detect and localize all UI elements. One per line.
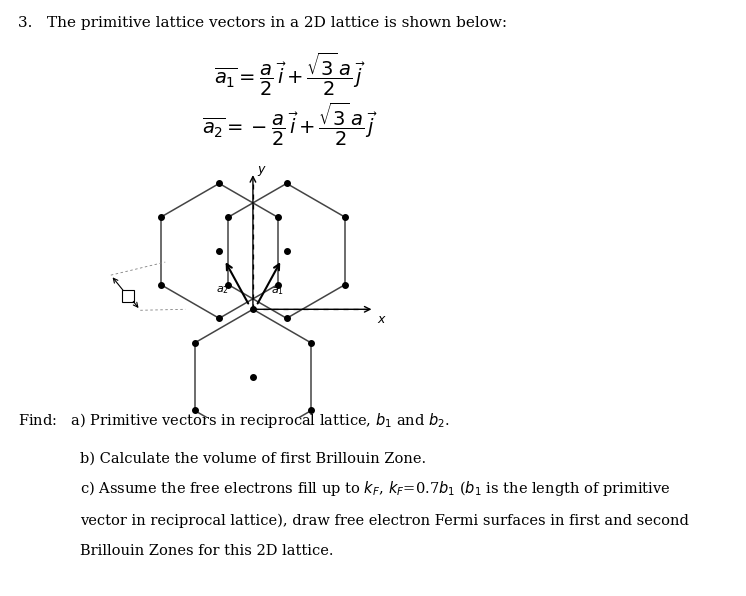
Text: 3.   The primitive lattice vectors in a 2D lattice is shown below:: 3. The primitive lattice vectors in a 2D…	[18, 16, 507, 30]
Text: vector in reciprocal lattice), draw free electron Fermi surfaces in first and se: vector in reciprocal lattice), draw free…	[80, 514, 689, 528]
Text: $\overline{a_1} = \dfrac{a}{2}\,\vec{i} + \dfrac{\sqrt{3}\,a}{2}\,\vec{j}$: $\overline{a_1} = \dfrac{a}{2}\,\vec{i} …	[214, 51, 366, 98]
Text: Find:   a) Primitive vectors in reciprocal lattice, $\boldsymbol{b_1}$ and $\bol: Find: a) Primitive vectors in reciprocal…	[18, 411, 450, 430]
Text: $a_2$: $a_2$	[216, 284, 229, 296]
Text: $\overline{a_2} = -\dfrac{a}{2}\,\vec{i} + \dfrac{\sqrt{3}\,a}{2}\,\vec{j}$: $\overline{a_2} = -\dfrac{a}{2}\,\vec{i}…	[202, 101, 378, 148]
Text: Brillouin Zones for this 2D lattice.: Brillouin Zones for this 2D lattice.	[80, 544, 333, 558]
FancyBboxPatch shape	[122, 290, 134, 302]
Text: c) Assume the free electrons fill up to $k_F$, $k_F$=0.7$b_1$ ($b_1$ is the leng: c) Assume the free electrons fill up to …	[80, 479, 671, 498]
Text: b) Calculate the volume of first Brillouin Zone.: b) Calculate the volume of first Brillou…	[80, 452, 426, 466]
Text: a: a	[125, 291, 131, 301]
Text: $a_1$: $a_1$	[272, 285, 284, 297]
Text: x: x	[377, 313, 385, 325]
Text: y: y	[257, 163, 264, 176]
